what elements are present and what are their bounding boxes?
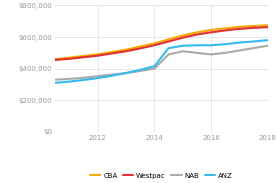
ANZ bbox=[139, 69, 142, 71]
NAB bbox=[209, 53, 213, 55]
Westpac bbox=[266, 26, 269, 28]
Westpac bbox=[238, 28, 241, 30]
ANZ bbox=[124, 72, 128, 74]
Westpac bbox=[68, 58, 71, 60]
CBA bbox=[252, 25, 255, 27]
Line: ANZ: ANZ bbox=[55, 40, 268, 83]
Westpac bbox=[54, 59, 57, 61]
CBA bbox=[153, 42, 156, 44]
CBA bbox=[68, 57, 71, 59]
NAB bbox=[252, 47, 255, 49]
Line: Westpac: Westpac bbox=[55, 27, 268, 60]
Westpac bbox=[139, 47, 142, 50]
Line: NAB: NAB bbox=[55, 46, 268, 80]
NAB bbox=[167, 53, 170, 55]
NAB bbox=[195, 52, 198, 54]
ANZ bbox=[96, 77, 99, 79]
NAB bbox=[153, 68, 156, 70]
ANZ bbox=[167, 47, 170, 49]
Westpac bbox=[153, 44, 156, 46]
ANZ bbox=[110, 75, 113, 77]
ANZ bbox=[195, 44, 198, 46]
ANZ bbox=[181, 45, 184, 47]
Westpac bbox=[96, 55, 99, 57]
ANZ bbox=[54, 82, 57, 84]
CBA bbox=[124, 49, 128, 51]
NAB bbox=[82, 77, 85, 79]
ANZ bbox=[82, 79, 85, 81]
CBA bbox=[139, 45, 142, 48]
ANZ bbox=[266, 39, 269, 41]
NAB bbox=[110, 74, 113, 76]
Westpac bbox=[110, 52, 113, 55]
Westpac bbox=[181, 37, 184, 39]
CBA bbox=[181, 34, 184, 37]
Westpac bbox=[209, 31, 213, 33]
NAB bbox=[54, 79, 57, 81]
CBA bbox=[266, 24, 269, 26]
CBA bbox=[238, 26, 241, 28]
ANZ bbox=[153, 65, 156, 67]
ANZ bbox=[252, 40, 255, 43]
CBA bbox=[96, 53, 99, 55]
Westpac bbox=[124, 50, 128, 52]
NAB bbox=[96, 75, 99, 77]
Westpac bbox=[167, 40, 170, 43]
Westpac bbox=[82, 56, 85, 58]
Legend: CBA, Westpac, NAB, ANZ: CBA, Westpac, NAB, ANZ bbox=[87, 170, 236, 181]
CBA bbox=[209, 29, 213, 31]
NAB bbox=[124, 72, 128, 74]
CBA bbox=[54, 58, 57, 60]
ANZ bbox=[209, 44, 213, 46]
NAB bbox=[238, 49, 241, 52]
Westpac bbox=[252, 27, 255, 29]
CBA bbox=[167, 38, 170, 40]
NAB bbox=[181, 50, 184, 52]
ANZ bbox=[224, 43, 227, 45]
Line: CBA: CBA bbox=[55, 25, 268, 59]
NAB bbox=[224, 52, 227, 54]
CBA bbox=[82, 55, 85, 57]
CBA bbox=[195, 31, 198, 33]
Westpac bbox=[195, 33, 198, 36]
NAB bbox=[139, 70, 142, 72]
ANZ bbox=[238, 42, 241, 44]
NAB bbox=[266, 45, 269, 47]
NAB bbox=[68, 78, 71, 80]
Westpac bbox=[224, 29, 227, 31]
CBA bbox=[110, 51, 113, 53]
ANZ bbox=[68, 81, 71, 83]
CBA bbox=[224, 27, 227, 29]
